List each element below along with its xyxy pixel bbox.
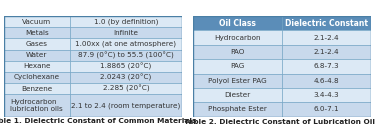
Bar <box>70 72 182 83</box>
Text: 87.9 (0°C) to 55.5 (100°C): 87.9 (0°C) to 55.5 (100°C) <box>78 52 174 59</box>
Text: Infinite: Infinite <box>114 30 138 36</box>
Text: Oil Class: Oil Class <box>219 19 256 28</box>
Bar <box>4 83 70 94</box>
Text: 6.8-7.3: 6.8-7.3 <box>314 63 339 69</box>
Bar <box>4 50 70 61</box>
Bar <box>282 45 371 59</box>
Bar <box>193 16 282 30</box>
Bar <box>282 30 371 45</box>
Bar <box>193 59 282 74</box>
Text: 2.1-2.4: 2.1-2.4 <box>314 35 339 41</box>
Text: 1.8865 (20°C): 1.8865 (20°C) <box>100 63 152 70</box>
Bar <box>4 27 70 38</box>
Text: Metals: Metals <box>25 30 49 36</box>
Bar <box>4 16 70 27</box>
Text: Table 1. Dielectric Constant of Common Materials: Table 1. Dielectric Constant of Common M… <box>0 118 196 124</box>
Text: 6.0-7.1: 6.0-7.1 <box>314 106 339 112</box>
Text: Dielectric Constant: Dielectric Constant <box>285 19 368 28</box>
Bar <box>282 102 371 117</box>
Text: 1.00xx (at one atmosphere): 1.00xx (at one atmosphere) <box>75 41 177 47</box>
Text: PAO: PAO <box>230 49 244 55</box>
Bar <box>282 59 371 74</box>
Text: Polyol Ester PAG: Polyol Ester PAG <box>208 78 267 84</box>
Bar <box>70 83 182 94</box>
Bar <box>193 45 282 59</box>
Bar <box>282 88 371 102</box>
Text: Cyclohexane: Cyclohexane <box>14 75 60 81</box>
Bar <box>193 74 282 88</box>
Bar <box>4 61 70 72</box>
Text: Hydrocarbon: Hydrocarbon <box>214 35 261 41</box>
Text: 4.6-4.8: 4.6-4.8 <box>314 78 339 84</box>
Bar <box>70 94 182 117</box>
Bar <box>282 16 371 30</box>
Bar <box>70 38 182 50</box>
Text: Vacuum: Vacuum <box>22 19 51 25</box>
Bar <box>193 102 282 117</box>
Bar <box>70 61 182 72</box>
Bar <box>4 94 70 117</box>
Text: 2.285 (20°C): 2.285 (20°C) <box>103 85 149 92</box>
Text: Benzene: Benzene <box>21 86 53 92</box>
Text: Diester: Diester <box>224 92 251 98</box>
Text: Hydrocarbon
lubrication oils: Hydrocarbon lubrication oils <box>10 99 63 112</box>
Text: 3.4-4.3: 3.4-4.3 <box>314 92 339 98</box>
Text: Phosphate Ester: Phosphate Ester <box>208 106 267 112</box>
Text: PAG: PAG <box>230 63 244 69</box>
Text: Hexane: Hexane <box>23 63 51 69</box>
Bar <box>193 30 282 45</box>
Bar <box>193 88 282 102</box>
Text: 2.1-2.4: 2.1-2.4 <box>314 49 339 55</box>
Bar <box>4 38 70 50</box>
Bar <box>282 74 371 88</box>
Text: 2.1 to 2.4 (room temperature): 2.1 to 2.4 (room temperature) <box>71 102 181 109</box>
Bar <box>70 50 182 61</box>
Bar <box>4 72 70 83</box>
Text: Gases: Gases <box>26 41 48 47</box>
Text: Table 2. Dielectric Constant of Lubrication Oils: Table 2. Dielectric Constant of Lubricat… <box>184 119 375 125</box>
Text: 2.0243 (20°C): 2.0243 (20°C) <box>100 74 152 81</box>
Text: Water: Water <box>26 52 48 58</box>
Bar <box>70 16 182 27</box>
Bar <box>70 27 182 38</box>
Text: 1.0 (by definition): 1.0 (by definition) <box>94 18 158 25</box>
